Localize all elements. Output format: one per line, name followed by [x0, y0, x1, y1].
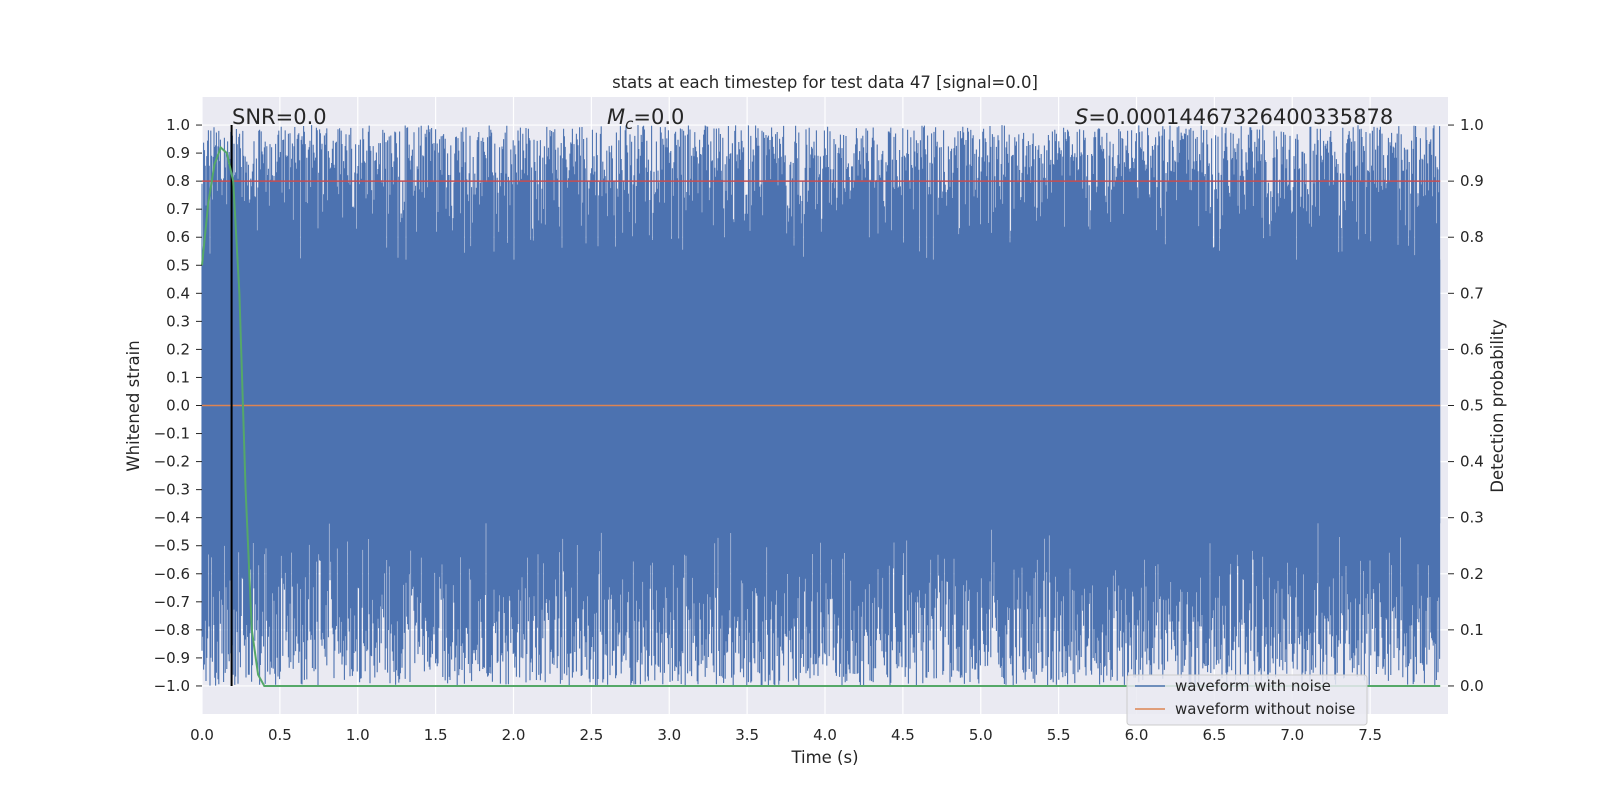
x-tick-label: 6.5	[1202, 726, 1226, 744]
x-tick-label: 5.5	[1047, 726, 1071, 744]
y-right-tick-label: 0.9	[1460, 172, 1484, 190]
x-axis-label: Time (s)	[790, 748, 858, 767]
y-left-tick-label: −0.9	[154, 649, 190, 667]
y-left-tick-label: −0.3	[154, 481, 190, 499]
x-tick-label: 7.0	[1280, 726, 1304, 744]
y-right-tick-label: 0.7	[1460, 284, 1484, 302]
y-left-tick-label: −0.4	[154, 509, 190, 527]
y-left-axis-label: Whitened strain	[124, 340, 143, 471]
lines	[201, 125, 1441, 687]
mc-annotation: Mc=0.0	[607, 105, 684, 133]
y-right-tick-label: 1.0	[1460, 116, 1484, 134]
y-left-tick-label: 0.5	[166, 256, 190, 274]
y-right-tick-label: 0.8	[1460, 228, 1484, 246]
y-left-tick-label: 0.2	[166, 340, 190, 358]
y-left-tick-label: 0.1	[166, 368, 190, 386]
s-annotation: S=0.00014467326400335878	[1075, 105, 1393, 129]
x-tick-label: 2.0	[502, 726, 526, 744]
y-right-ticks: 1.0 0.9 0.8 0.7 0.6 0.5 0.4 0.3 0.2 0.1 0.0	[1448, 116, 1484, 695]
y-right-tick-label: 0.2	[1460, 565, 1484, 583]
x-tick-label: 7.5	[1358, 726, 1382, 744]
waveform-with-noise-series	[201, 125, 1441, 686]
mc-subscript: c	[625, 115, 634, 133]
y-right-tick-label: 0.6	[1460, 340, 1484, 358]
y-left-ticks: 1.0 0.9 0.8 0.7 0.6 0.5 0.4 0.3 0.2 0.1 0.0 −0.1 −0.…	[154, 116, 202, 695]
y-left-tick-label: −0.8	[154, 621, 190, 639]
y-right-axis-label: Detection probability	[1488, 319, 1507, 493]
y-left-tick-label: 0.9	[166, 144, 190, 162]
y-left-tick-label: −1.0	[154, 677, 190, 695]
x-tick-label: 1.0	[346, 726, 370, 744]
y-right-tick-label: 0.1	[1460, 621, 1484, 639]
y-left-tick-label: 0.8	[166, 172, 190, 190]
y-left-tick-label: −0.6	[154, 565, 190, 583]
y-left-tick-label: 1.0	[166, 116, 190, 134]
y-right-tick-label: 0.0	[1460, 677, 1484, 695]
y-right-tick-label: 0.5	[1460, 397, 1484, 415]
y-left-tick-label: −0.1	[154, 425, 190, 443]
x-tick-label: 2.5	[579, 726, 603, 744]
mc-value: =0.0	[633, 105, 684, 129]
x-tick-label: 3.0	[657, 726, 681, 744]
x-tick-label: 4.0	[813, 726, 837, 744]
mc-symbol: M	[607, 105, 625, 129]
y-left-tick-label: −0.7	[154, 593, 190, 611]
x-tick-label: 4.5	[891, 726, 915, 744]
chart-title: stats at each timestep for test data 47 …	[612, 73, 1038, 92]
x-tick-label: 3.5	[735, 726, 759, 744]
x-tick-label: 0.5	[268, 726, 292, 744]
y-left-tick-label: 0.4	[166, 284, 190, 302]
y-right-tick-label: 0.4	[1460, 453, 1484, 471]
x-tick-label: 1.5	[424, 726, 448, 744]
y-left-tick-label: −0.5	[154, 537, 190, 555]
legend: waveform with noise waveform without noi…	[1126, 674, 1368, 726]
snr-annotation: SNR=0.0	[232, 105, 327, 129]
y-left-tick-label: −0.2	[154, 453, 190, 471]
y-left-tick-label: 0.0	[166, 397, 190, 415]
x-tick-label: 0.0	[190, 726, 214, 744]
x-tick-label: 6.0	[1125, 726, 1149, 744]
noise-trace	[201, 125, 1441, 686]
y-left-tick-label: 0.6	[166, 228, 190, 246]
legend-box	[1126, 674, 1368, 726]
y-left-tick-label: 0.7	[166, 200, 190, 218]
legend-label-clean: waveform without noise	[1175, 700, 1355, 718]
s-value: =0.00014467326400335878	[1088, 105, 1393, 129]
legend-label-noise: waveform with noise	[1175, 677, 1331, 695]
detection-probability-line	[201, 145, 1441, 687]
y-left-tick-label: 0.3	[166, 312, 190, 330]
x-tick-label: 5.0	[969, 726, 993, 744]
y-right-tick-label: 0.3	[1460, 509, 1484, 527]
x-ticks: 0.0 0.5 1.0 1.5 2.0 2.5 3.0 3.5 4.0 4.5 5.0 5.5 6.0 6…	[190, 726, 1382, 744]
s-symbol: S	[1075, 105, 1088, 129]
